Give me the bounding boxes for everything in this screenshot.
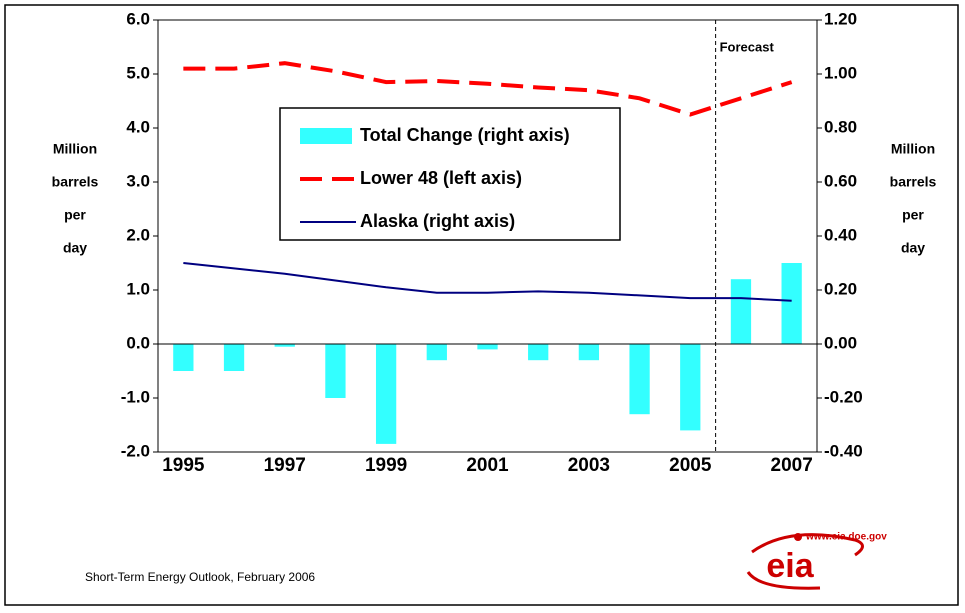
- bar: [528, 344, 549, 361]
- x-tick-label: 1995: [162, 455, 205, 476]
- y-tick-label: 4.0: [126, 117, 150, 136]
- y-axis-label: Million: [53, 141, 97, 157]
- bar: [223, 344, 245, 371]
- x-tick-label: 2007: [771, 455, 813, 476]
- bar: [629, 344, 650, 415]
- logo: eia: [766, 547, 814, 585]
- y2-tick-label: 0.20: [824, 279, 857, 298]
- y-tick-label: 0.0: [126, 333, 150, 352]
- y2-tick-label: 0.00: [824, 333, 857, 352]
- y-tick-label: 2.0: [126, 225, 150, 244]
- bar: [730, 279, 752, 344]
- legend-label: Lower 48 (left axis): [360, 168, 522, 188]
- line: [183, 61, 793, 117]
- legend-label: Alaska (right axis): [360, 211, 515, 231]
- y2-axis-label: barrels: [890, 174, 937, 190]
- bar: [274, 344, 295, 347]
- frame: [4, 4, 959, 606]
- legend-label: Total Change (right axis): [360, 125, 570, 145]
- y2-tick-label: 1.20: [824, 9, 857, 28]
- y-tick-label: 3.0: [126, 171, 150, 190]
- y2-tick-label: 1.00: [824, 63, 857, 82]
- bar: [578, 344, 600, 361]
- bar: [173, 344, 194, 371]
- y-axis-label: per: [64, 207, 86, 223]
- y-tick-label: 1.0: [126, 279, 150, 298]
- bar: [325, 344, 346, 398]
- y-tick-label: 6.0: [126, 9, 150, 28]
- x-tick-label: 1997: [264, 455, 306, 476]
- logo-dot: [794, 533, 802, 541]
- logo-swoosh: [746, 533, 864, 590]
- x-tick-label: 1999: [365, 455, 407, 476]
- y2-axis-label: per: [902, 207, 924, 223]
- bar: [477, 344, 498, 350]
- y2-tick-label: -0.20: [824, 387, 863, 406]
- bar: [426, 344, 447, 361]
- bar: [375, 344, 397, 444]
- source: Short-Term Energy Outlook, February 2006: [85, 570, 315, 584]
- x-tick-label: 2005: [669, 455, 712, 476]
- y-tick-label: -2.0: [121, 441, 150, 460]
- y2-tick-label: 0.40: [824, 225, 857, 244]
- y2-tick-label: -0.40: [824, 441, 863, 460]
- annotation: Forecast: [720, 39, 775, 54]
- y2-tick-label: 0.80: [824, 117, 857, 136]
- x-tick-label: 2003: [568, 455, 610, 476]
- y-axis-label: barrels: [52, 174, 99, 190]
- x-tick-label: 2001: [466, 455, 509, 476]
- bar: [680, 344, 701, 431]
- legend-swatch: [300, 128, 352, 144]
- y-tick-label: -1.0: [121, 387, 150, 406]
- logo-url: www.eia.doe.gov: [805, 532, 887, 543]
- y2-axis-label: Million: [891, 141, 935, 157]
- bar: [781, 263, 802, 344]
- y2-tick-label: 0.60: [824, 171, 857, 190]
- line: [183, 262, 792, 302]
- y-tick-label: 5.0: [126, 63, 150, 82]
- y-axis-label: day: [63, 240, 87, 256]
- y2-axis-label: day: [901, 240, 925, 256]
